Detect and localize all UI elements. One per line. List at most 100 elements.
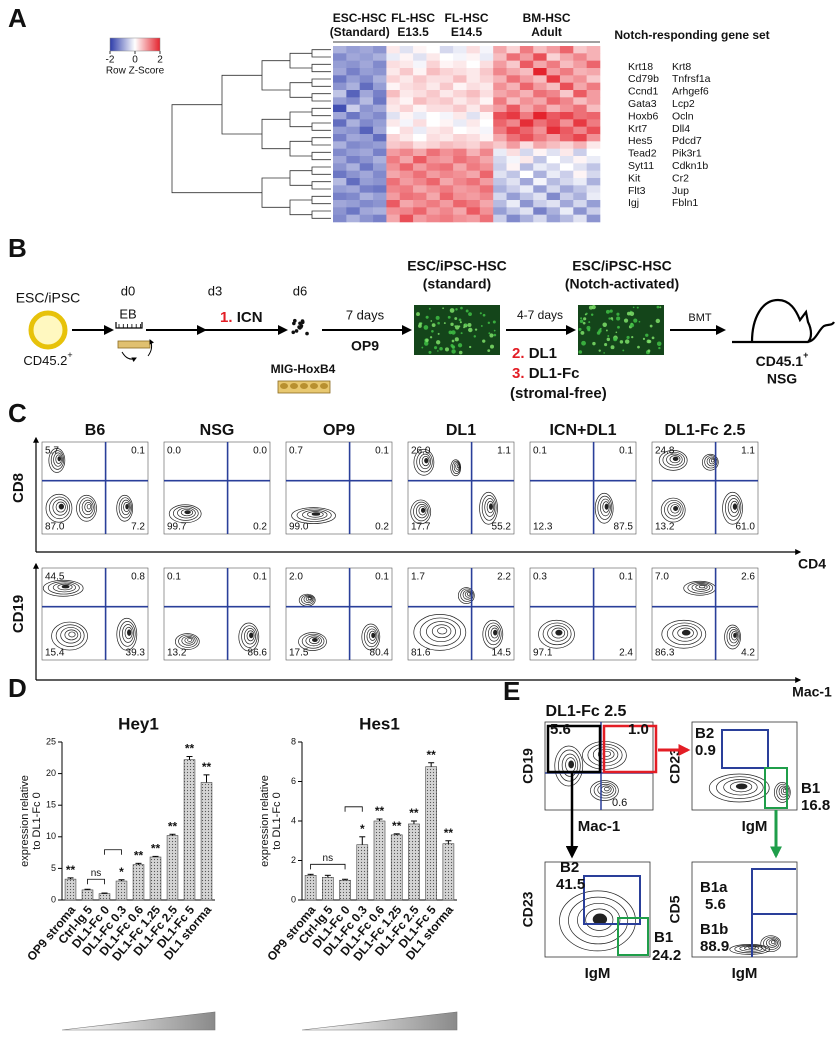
fluorescent-cell — [455, 308, 458, 311]
heatmap-cell — [373, 126, 387, 135]
fluorescent-cell — [633, 318, 638, 323]
heatmap-cell — [386, 46, 401, 54]
heatmap-cell — [506, 141, 521, 149]
heatmap-cell — [506, 214, 521, 223]
heatmap-cell — [586, 156, 601, 164]
heatmap-cell — [493, 68, 507, 76]
heatmap-cell — [466, 148, 481, 157]
dose-wedge — [301, 1011, 458, 1031]
heatmap-cell — [493, 60, 507, 69]
significance: ** — [444, 826, 454, 840]
heatmap-cell — [506, 134, 521, 142]
heatmap-cell — [559, 82, 574, 91]
heatmap-cell — [533, 156, 547, 164]
gene-name: Lcp2 — [672, 98, 695, 110]
contour — [561, 753, 579, 777]
fluorescent-cell — [474, 328, 478, 331]
contour — [53, 452, 63, 467]
bracket-label: ns — [323, 853, 334, 864]
fluorescent-cell — [425, 338, 429, 343]
fluorescent-cell — [451, 339, 455, 343]
fluorescent-cell — [451, 345, 455, 349]
label: NSG — [767, 371, 797, 387]
heatmap-cell — [359, 207, 374, 215]
gate — [583, 875, 641, 925]
heatmap-cell — [466, 46, 481, 54]
contour — [84, 502, 93, 513]
fluorescent-cell — [656, 341, 662, 347]
flow-plot-frame — [163, 567, 271, 661]
heatmap-cell — [386, 156, 401, 164]
dose-wedge — [61, 1011, 216, 1031]
heatmap-cell — [519, 141, 534, 149]
quadrant-value: 0.1 — [375, 572, 389, 583]
contour — [547, 625, 569, 642]
heatmap-cell — [519, 90, 534, 98]
heatmap-cell — [359, 214, 374, 223]
fluorescent-cell — [434, 346, 438, 350]
cell — [320, 383, 328, 389]
fluorescent-cell — [454, 325, 460, 330]
fluorescent-cell — [623, 318, 629, 323]
heatmap-cell — [533, 126, 547, 135]
heatmap-cell — [333, 214, 347, 223]
fluorescent-cell — [487, 349, 491, 353]
contour — [68, 631, 76, 638]
gate-value: 16.8 — [801, 797, 830, 814]
heatmap-cell — [573, 178, 587, 186]
fluorescent-cell — [656, 305, 660, 309]
fluorescent-cell — [586, 325, 591, 330]
fluorescent-cell — [473, 335, 477, 338]
fluorescent-cell — [482, 313, 486, 317]
heatmap-cell — [439, 178, 454, 186]
contour — [420, 507, 426, 513]
gate-value: 5.6 — [550, 721, 571, 738]
flow-plot-frame — [407, 441, 515, 535]
heatmap-cell — [453, 53, 467, 61]
heatmap-cell — [439, 82, 454, 91]
contour — [672, 625, 698, 642]
heatmap-cell — [546, 141, 561, 149]
axis-label: IgM — [742, 818, 768, 835]
heatmap-cell — [479, 119, 494, 127]
gene-name: Syt11 — [628, 160, 654, 172]
heatmap-cell — [333, 126, 347, 135]
contour — [554, 745, 584, 787]
bar — [390, 834, 403, 901]
contour — [244, 628, 256, 645]
panel-letter: B — [8, 233, 27, 263]
contour — [86, 503, 92, 510]
color-key-title: Row Z-Score — [106, 66, 165, 77]
heatmap-cell — [453, 185, 467, 193]
heatmap-cell — [399, 119, 414, 127]
heatmap-cell — [399, 46, 414, 54]
column-title: B6 — [85, 422, 106, 439]
heatmap-cell — [373, 60, 387, 69]
heatmap-cell — [386, 126, 401, 135]
fluorescent-cell — [454, 337, 459, 342]
fluorescent-cell — [599, 328, 602, 331]
contour — [415, 504, 428, 519]
y-tick-label: 6 — [291, 776, 296, 786]
step-number: 3. — [512, 365, 525, 382]
micrograph — [414, 305, 500, 355]
heatmap-cell — [439, 119, 454, 127]
contour — [456, 464, 460, 468]
y-tick-label: 25 — [46, 736, 56, 746]
heatmap-cell — [586, 200, 601, 208]
contour — [716, 776, 764, 799]
contour — [593, 782, 617, 799]
gene-name: Krt18 — [628, 61, 653, 73]
fluorescent-cell — [583, 317, 587, 321]
heatmap-cell — [346, 148, 360, 157]
contour — [311, 512, 321, 516]
heatmap-cell — [559, 134, 574, 142]
contour — [481, 495, 497, 521]
contour — [305, 635, 322, 647]
heatmap-cell — [506, 148, 521, 157]
fluorescent-cell — [637, 345, 640, 349]
heatmap-cell — [533, 104, 547, 113]
contour — [122, 624, 134, 643]
quadrant-value: 4.2 — [741, 648, 755, 659]
gene-name: Tead2 — [628, 148, 657, 160]
